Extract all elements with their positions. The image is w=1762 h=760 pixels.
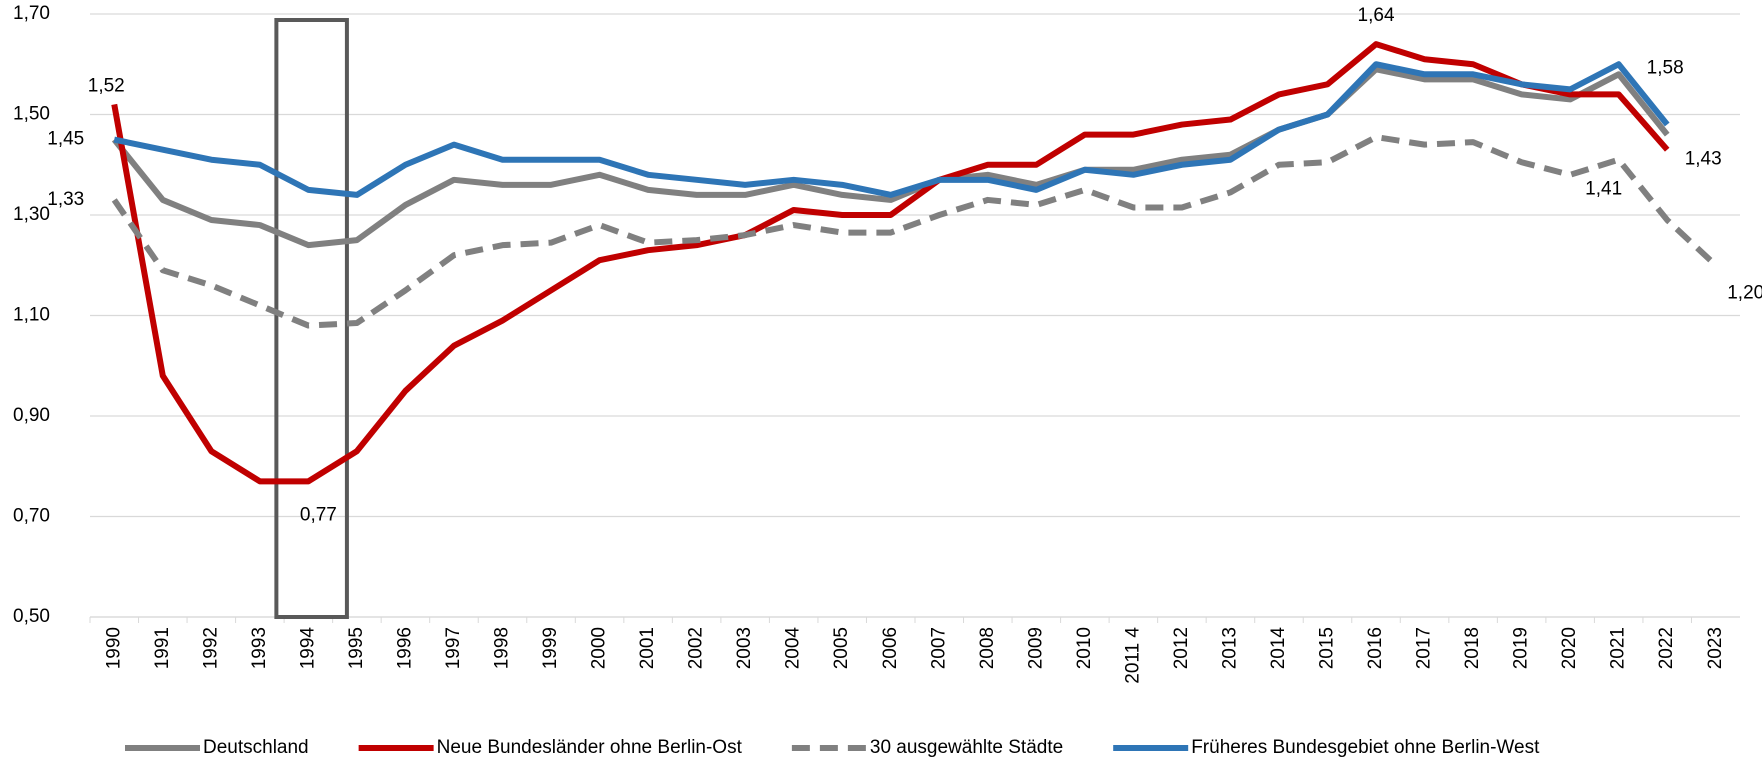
x-tick-label: 2002 xyxy=(686,627,707,669)
x-tick-label: 1997 xyxy=(443,627,464,669)
x-tick-label: 1993 xyxy=(249,627,270,669)
x-tick-label: 1995 xyxy=(346,627,367,669)
x-tick-label: 2009 xyxy=(1025,627,1046,669)
x-tick-label: 1998 xyxy=(492,627,513,669)
x-tick-label: 2013 xyxy=(1219,627,1240,669)
series-line xyxy=(111,66,1670,249)
legend-label: Deutschland xyxy=(203,737,309,758)
x-tick-label: 1991 xyxy=(152,627,173,669)
x-tick-label: 2019 xyxy=(1511,627,1532,669)
x-tick-label: 2000 xyxy=(589,627,610,669)
x-tick-label: 1999 xyxy=(540,627,561,669)
legend-label: Früheres Bundesgebiet ohne Berlin-West xyxy=(1191,737,1540,758)
y-tick-label: 0,70 xyxy=(13,506,50,527)
x-tick-label: 2017 xyxy=(1414,627,1435,669)
y-tick-label: 0,90 xyxy=(13,405,50,426)
data-label: 1,20 xyxy=(1727,282,1762,303)
data-label: 1,45 xyxy=(47,129,84,150)
series-line xyxy=(111,41,1670,485)
x-tick-label: 2014 xyxy=(1268,627,1289,670)
x-tick-label: 2016 xyxy=(1365,627,1386,669)
x-tick-label: 2006 xyxy=(880,627,901,669)
data-label: 1,58 xyxy=(1647,57,1684,78)
x-tick-label: 2023 xyxy=(1705,627,1726,669)
y-tick-label: 1,50 xyxy=(13,104,50,125)
x-tick-label: 2001 xyxy=(637,627,658,669)
x-tick-label: 2004 xyxy=(783,627,804,670)
legend-label: Neue Bundesländer ohne Berlin-Ost xyxy=(437,737,743,758)
highlight-box xyxy=(274,18,349,619)
x-tick-label: 1996 xyxy=(394,627,415,669)
x-tick-label: 2022 xyxy=(1656,627,1677,669)
data-label: 1,64 xyxy=(1358,5,1395,26)
x-tick-label: 2008 xyxy=(977,627,998,669)
series-line xyxy=(111,134,1718,329)
y-tick-label: 1,70 xyxy=(13,3,50,24)
x-tick-label: 2018 xyxy=(1462,627,1483,669)
data-label: 1,43 xyxy=(1685,149,1722,170)
x-tick-label: 2010 xyxy=(1074,627,1095,669)
data-label: 1,41 xyxy=(1585,179,1622,200)
x-tick-label: 2005 xyxy=(831,627,852,669)
x-tick-label: 1994 xyxy=(297,627,318,670)
x-tick-label: 2003 xyxy=(734,627,755,669)
legend-label: 30 ausgewählte Städte xyxy=(870,737,1063,758)
y-tick-label: 0,50 xyxy=(13,606,50,627)
data-label: 1,52 xyxy=(88,75,125,96)
x-tick-label: 1992 xyxy=(200,627,221,669)
x-tick-label: 2020 xyxy=(1559,627,1580,669)
x-tick-label: 1990 xyxy=(103,627,124,669)
data-label: 0,77 xyxy=(300,504,337,525)
x-tick-label: 2007 xyxy=(928,627,949,669)
data-label: 1,33 xyxy=(47,189,84,210)
x-tick-label: 2011 4 xyxy=(1122,627,1143,684)
x-tick-label: 2012 xyxy=(1171,627,1192,669)
x-tick-label: 2015 xyxy=(1317,627,1338,669)
series-line xyxy=(113,61,1670,198)
y-tick-label: 1,30 xyxy=(13,204,50,225)
y-tick-label: 1,10 xyxy=(13,305,50,326)
x-tick-label: 2021 xyxy=(1608,627,1629,669)
